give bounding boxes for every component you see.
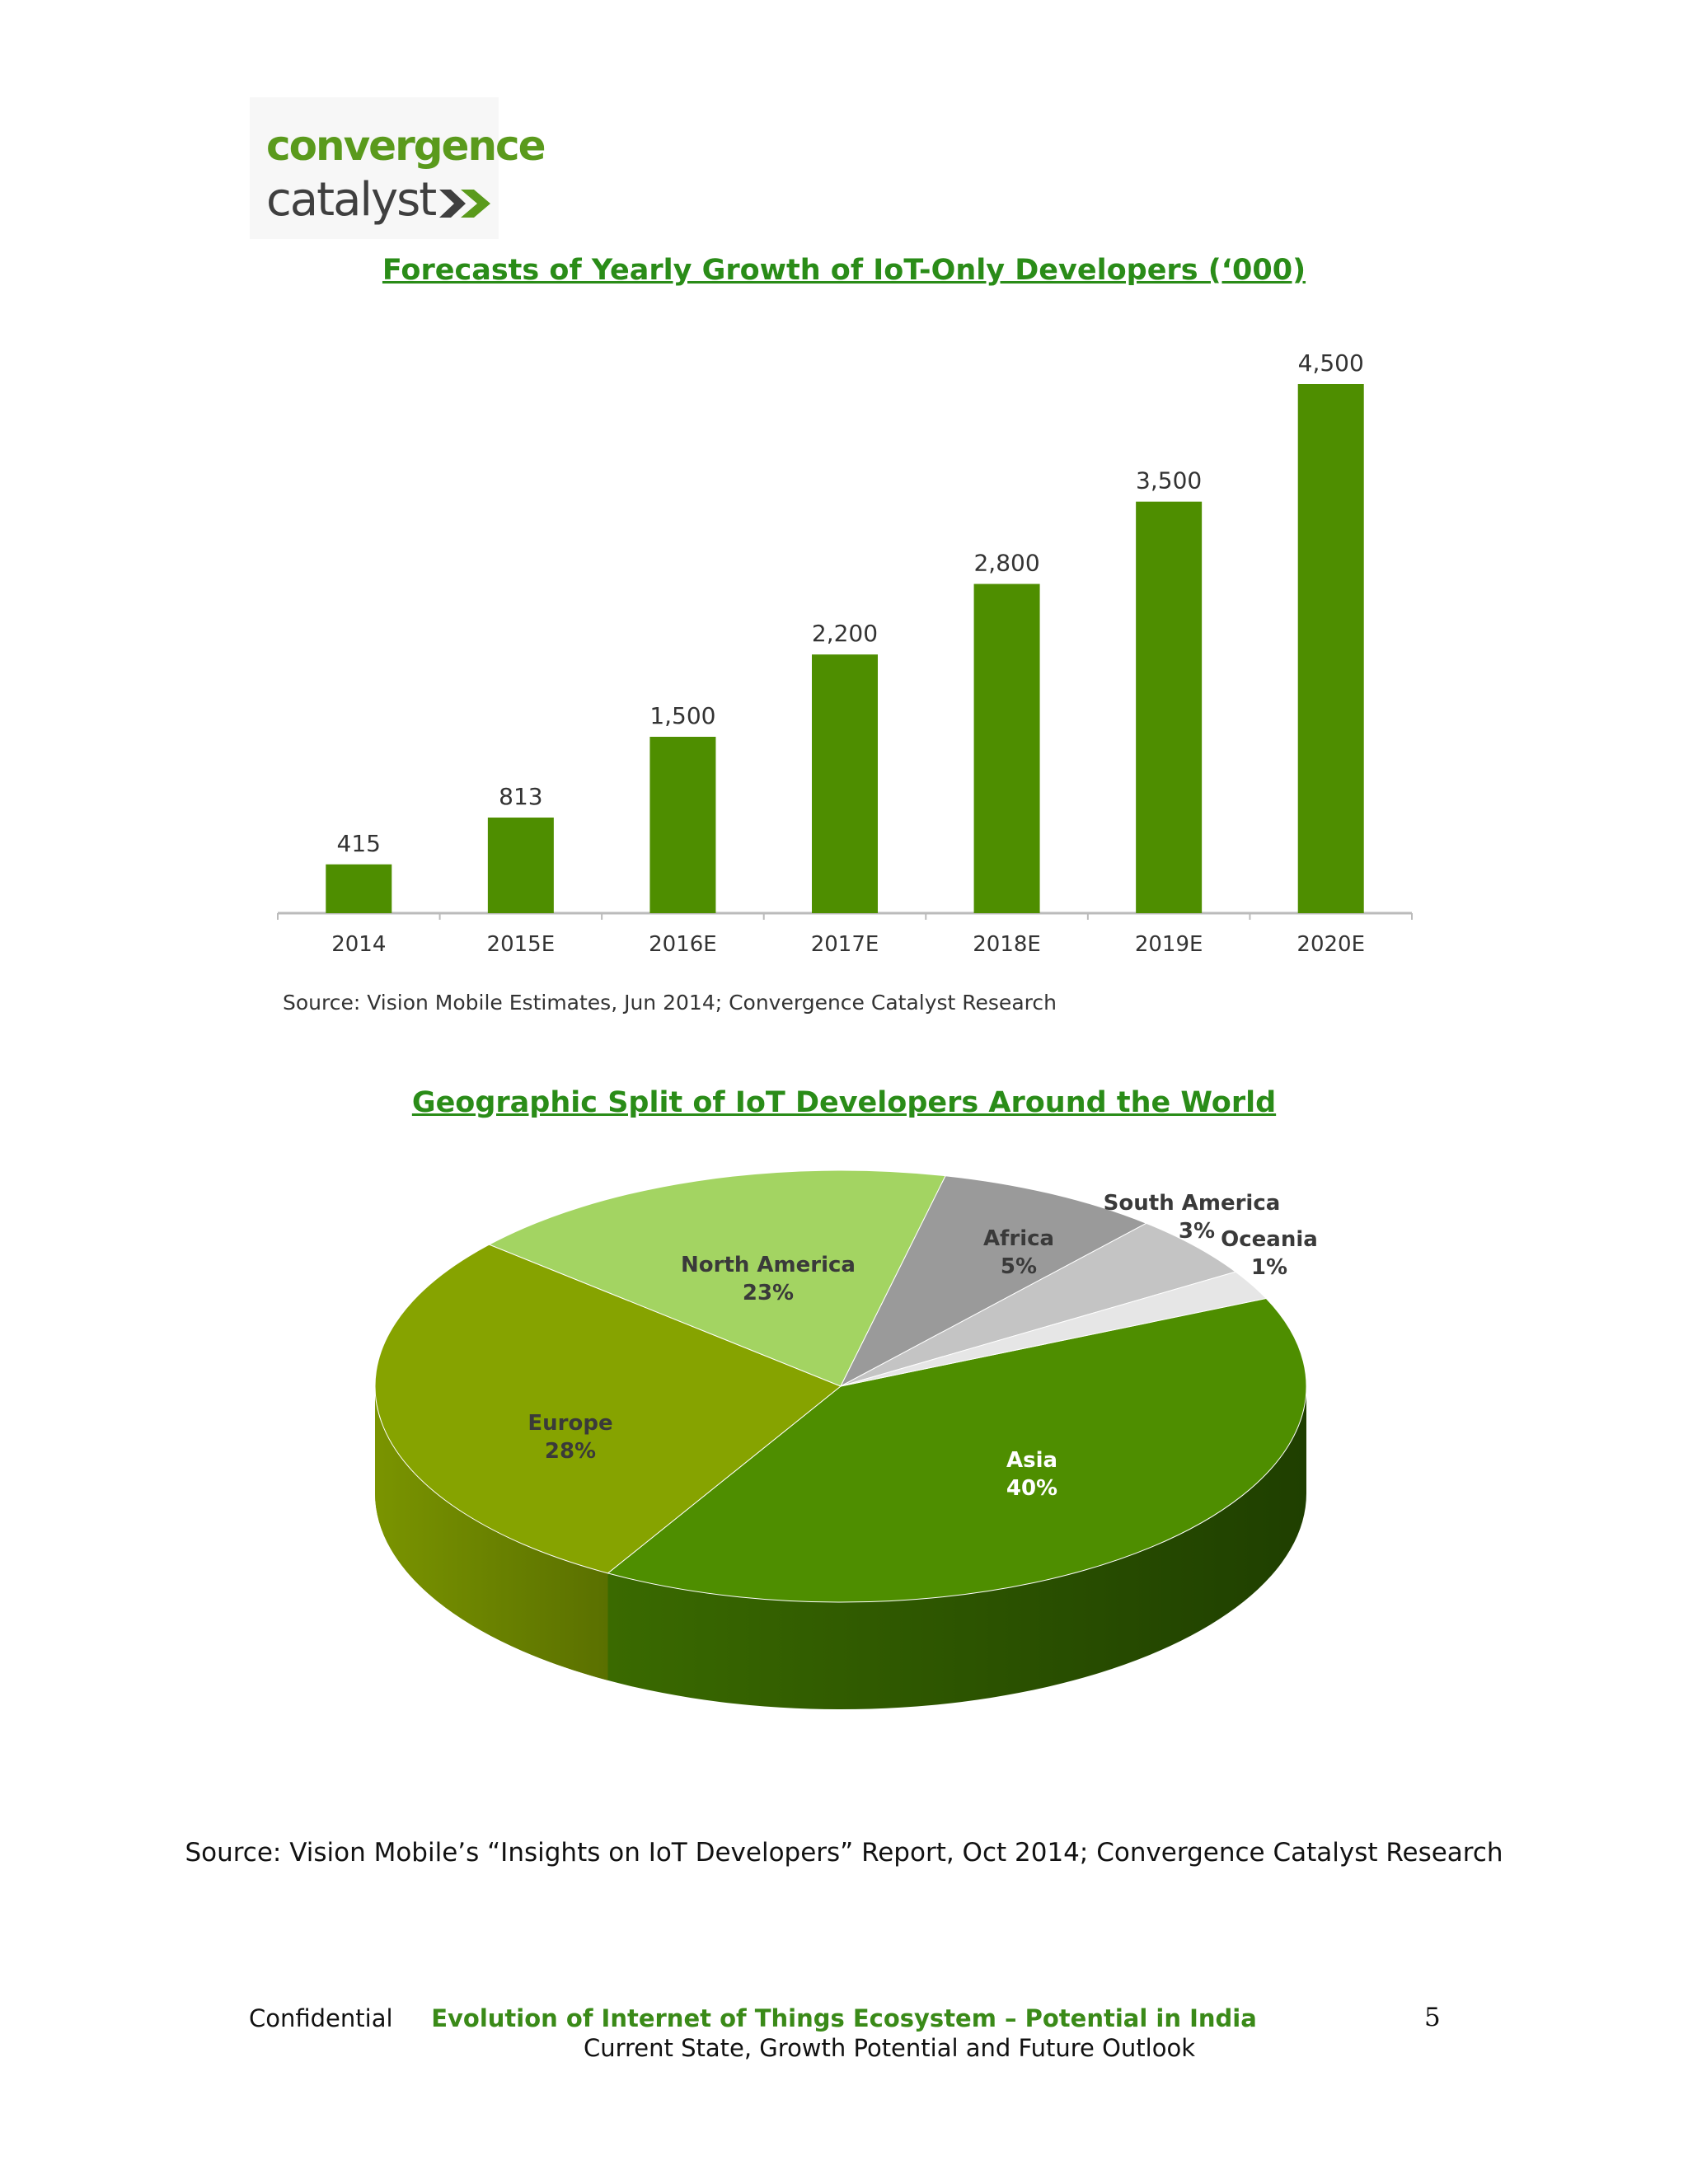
pie-label-name: Asia bbox=[1006, 1448, 1057, 1473]
bar-2019E bbox=[1136, 501, 1203, 913]
x-tick-label: 2015E bbox=[487, 932, 556, 957]
pie-label-name: North America bbox=[681, 1253, 856, 1277]
pie-slice-europe bbox=[374, 1244, 842, 1574]
bar-value-label: 813 bbox=[499, 783, 542, 810]
logo-text-convergence: convergence bbox=[266, 122, 546, 170]
pie-chart-title: Geographic Split of IoT Developers Aroun… bbox=[411, 1086, 1277, 1119]
footer-title: Evolution of Internet of Things Ecosyste… bbox=[431, 2004, 1257, 2032]
pie-slice-africa bbox=[839, 1175, 1147, 1388]
pie-label-name: Europe bbox=[528, 1411, 612, 1436]
pie-chart: Asia 40% Europe 28% North America 23% Africa 5%… bbox=[374, 1169, 1318, 1709]
pie-label-percent: 40% bbox=[1006, 1476, 1057, 1501]
report-source: Source: Vision Mobile’s “Insights on IoT… bbox=[185, 1838, 1503, 1868]
footer-subtitle: Current State, Growth Potential and Futu… bbox=[583, 2034, 1196, 2062]
page-number: 5 bbox=[1424, 2003, 1441, 2032]
bar-chart: 415 2014 813 2015E 1,500 2016E 2,200 2017E 2,800… bbox=[277, 349, 1413, 957]
x-tick-label: 2020E bbox=[1296, 932, 1365, 957]
pie-label-percent: 28% bbox=[545, 1439, 596, 1464]
x-tick-label: 2019E bbox=[1135, 932, 1203, 957]
bar-2015E bbox=[487, 818, 554, 913]
logo-text-catalyst: catalyst bbox=[266, 173, 437, 227]
pie-slice-asia bbox=[607, 1297, 1307, 1603]
bar-value-label: 2,200 bbox=[812, 620, 878, 647]
x-tick-label: 2016E bbox=[649, 932, 717, 957]
pie-label-percent: 5% bbox=[1001, 1254, 1037, 1279]
footer-confidential: Confidential bbox=[249, 2004, 393, 2032]
pie-label-name: Africa bbox=[983, 1226, 1054, 1251]
pie-label-percent: 1% bbox=[1251, 1255, 1287, 1280]
bar-chart-source: Source: Vision Mobile Estimates, Jun 201… bbox=[283, 991, 1057, 1015]
bar-value-label: 415 bbox=[337, 830, 381, 857]
pie-side-europe-left bbox=[375, 1386, 608, 1680]
pie-label-name: South America bbox=[1104, 1191, 1281, 1216]
bar-2018E bbox=[973, 583, 1040, 913]
x-tick-label: 2017E bbox=[811, 932, 879, 957]
pie-slice-oceania bbox=[840, 1271, 1268, 1387]
pie-label-percent: 23% bbox=[743, 1281, 794, 1305]
bar-2014 bbox=[326, 864, 392, 913]
pie-label-name: Oceania bbox=[1221, 1227, 1318, 1252]
bar-value-label: 1,500 bbox=[649, 702, 715, 729]
pie-label-percent: 3% bbox=[1179, 1219, 1215, 1244]
bar-2016E bbox=[649, 737, 716, 913]
bar-value-label: 4,500 bbox=[1298, 349, 1364, 377]
bar-2017E bbox=[812, 654, 878, 913]
bar-chart-title: Forecasts of Yearly Growth of IoT-Only D… bbox=[382, 254, 1306, 287]
x-tick-label: 2014 bbox=[331, 932, 386, 957]
bar-value-label: 2,800 bbox=[973, 550, 1039, 577]
x-tick-label: 2018E bbox=[973, 932, 1041, 957]
bar-value-label: 3,500 bbox=[1136, 467, 1202, 494]
pie-slice-north-america bbox=[488, 1169, 946, 1387]
pie-side-asia bbox=[607, 1386, 1306, 1709]
bar-2020E bbox=[1297, 384, 1364, 913]
pie-slice-south-america bbox=[840, 1222, 1237, 1387]
company-logo: convergence catalyst bbox=[250, 97, 546, 239]
double-chevron-icon bbox=[439, 190, 490, 218]
